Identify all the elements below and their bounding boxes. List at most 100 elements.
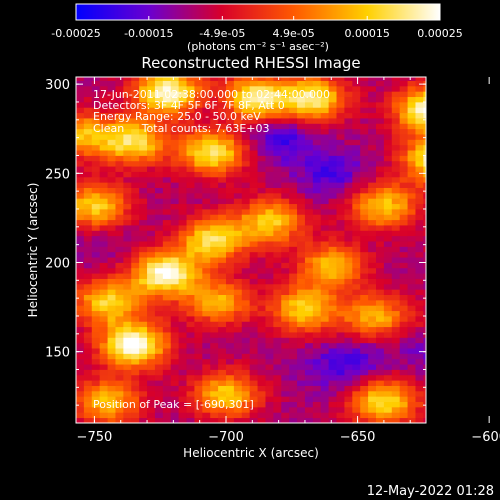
heatmap-cell — [186, 123, 195, 130]
heatmap-cell — [304, 251, 314, 258]
heatmap-cell — [170, 107, 180, 114]
heatmap-cell — [360, 77, 369, 81]
heatmap-cell — [328, 412, 337, 419]
heatmap-cell — [273, 310, 282, 317]
heatmap-cell — [312, 77, 322, 81]
heatmap-cell — [289, 144, 298, 151]
heatmap-cell — [218, 198, 227, 205]
heatmap-cell — [328, 208, 337, 215]
heatmap-cell — [257, 294, 266, 301]
heatmap-cell — [170, 198, 180, 205]
heatmap-cell — [170, 182, 180, 188]
heatmap-cell — [423, 374, 426, 381]
heatmap-cell — [336, 198, 345, 205]
heatmap-cell — [297, 337, 306, 344]
heatmap-cell — [273, 225, 282, 231]
heatmap-cell — [391, 101, 401, 108]
heatmap-cell — [407, 358, 416, 365]
heatmap-cell — [107, 396, 116, 402]
heatmap-cell — [360, 251, 369, 258]
y-axis-label: Heliocentric Y (arcsec) — [26, 183, 40, 318]
heatmap-cell — [320, 166, 330, 172]
heatmap-cell — [376, 246, 385, 253]
heatmap-cell — [107, 364, 116, 370]
heatmap-cell — [99, 342, 108, 349]
heatmap-cell — [249, 337, 258, 344]
heatmap-cell — [383, 278, 393, 285]
heatmap-cell — [162, 353, 172, 360]
heatmap-cell — [123, 401, 132, 408]
heatmap-cell — [399, 246, 408, 253]
heatmap-cell — [376, 101, 385, 108]
heatmap-cell — [320, 273, 330, 279]
heatmap-cell — [399, 107, 408, 114]
heatmap-cell — [344, 278, 353, 285]
heatmap-cell — [99, 144, 108, 151]
heatmap-cell — [344, 246, 353, 253]
heatmap-cell — [273, 171, 282, 178]
heatmap-cell — [83, 390, 93, 397]
heatmap-cell — [178, 128, 187, 135]
heatmap-cell — [336, 118, 345, 124]
heatmap-cell — [210, 273, 219, 279]
heatmap-cell — [178, 294, 187, 301]
heatmap-cell — [281, 390, 290, 397]
heatmap-cell — [162, 358, 172, 365]
heatmap-cell — [265, 401, 274, 408]
heatmap-cell — [162, 182, 172, 188]
heatmap-cell — [178, 321, 187, 328]
heatmap-cell — [99, 283, 108, 290]
heatmap-cell — [391, 417, 401, 423]
heatmap-cell — [83, 321, 93, 328]
heatmap-cell — [107, 150, 116, 156]
heatmap-cell — [154, 160, 164, 167]
heatmap-cell — [352, 390, 361, 397]
heatmap-cell — [170, 374, 180, 381]
heatmap-cell — [115, 315, 124, 322]
heatmap-cell — [147, 283, 156, 290]
heatmap-cell — [399, 315, 408, 322]
heatmap-cell — [368, 332, 377, 338]
heatmap-cell — [320, 208, 330, 215]
heatmap-cell — [178, 353, 187, 360]
heatmap-cell — [320, 321, 330, 328]
heatmap-cell — [257, 198, 266, 205]
heatmap-cell — [170, 187, 180, 194]
heatmap-cell — [91, 192, 101, 199]
heatmap-cell — [352, 348, 361, 354]
heatmap-cell — [383, 128, 393, 135]
heatmap-cell — [178, 91, 187, 98]
heatmap-cell — [194, 235, 203, 242]
heatmap-cell — [352, 417, 361, 423]
heatmap-cell — [423, 406, 426, 413]
heatmap-cell — [281, 332, 290, 338]
heatmap-cell — [376, 160, 385, 167]
heatmap-cell — [273, 235, 282, 242]
heatmap-cell — [233, 187, 243, 194]
heatmap-cell — [336, 396, 345, 402]
heatmap-cell — [391, 385, 401, 392]
heatmap-cell — [297, 219, 306, 226]
heatmap-cell — [289, 390, 298, 397]
heatmap-cell — [265, 332, 274, 338]
heatmap-cell — [218, 315, 227, 322]
heatmap-cell — [391, 219, 401, 226]
heatmap-cell — [352, 337, 361, 344]
heatmap-cell — [368, 283, 377, 290]
heatmap-cell — [115, 305, 124, 312]
heatmap-cell — [273, 230, 282, 237]
heatmap-cell — [304, 187, 314, 194]
heatmap-cell — [265, 337, 274, 344]
heatmap-cell — [210, 385, 219, 392]
heatmap-cell — [241, 353, 251, 360]
heatmap-cell — [139, 134, 148, 140]
heatmap-cell — [139, 364, 148, 370]
heatmap-cell — [99, 118, 108, 124]
heatmap-cell — [123, 358, 132, 365]
heatmap-cell — [297, 230, 306, 237]
heatmap-cell — [170, 214, 180, 221]
heatmap-cell — [76, 289, 85, 295]
heatmap-cell — [233, 273, 243, 279]
heatmap-cell — [99, 166, 108, 172]
heatmap-cell — [249, 406, 258, 413]
